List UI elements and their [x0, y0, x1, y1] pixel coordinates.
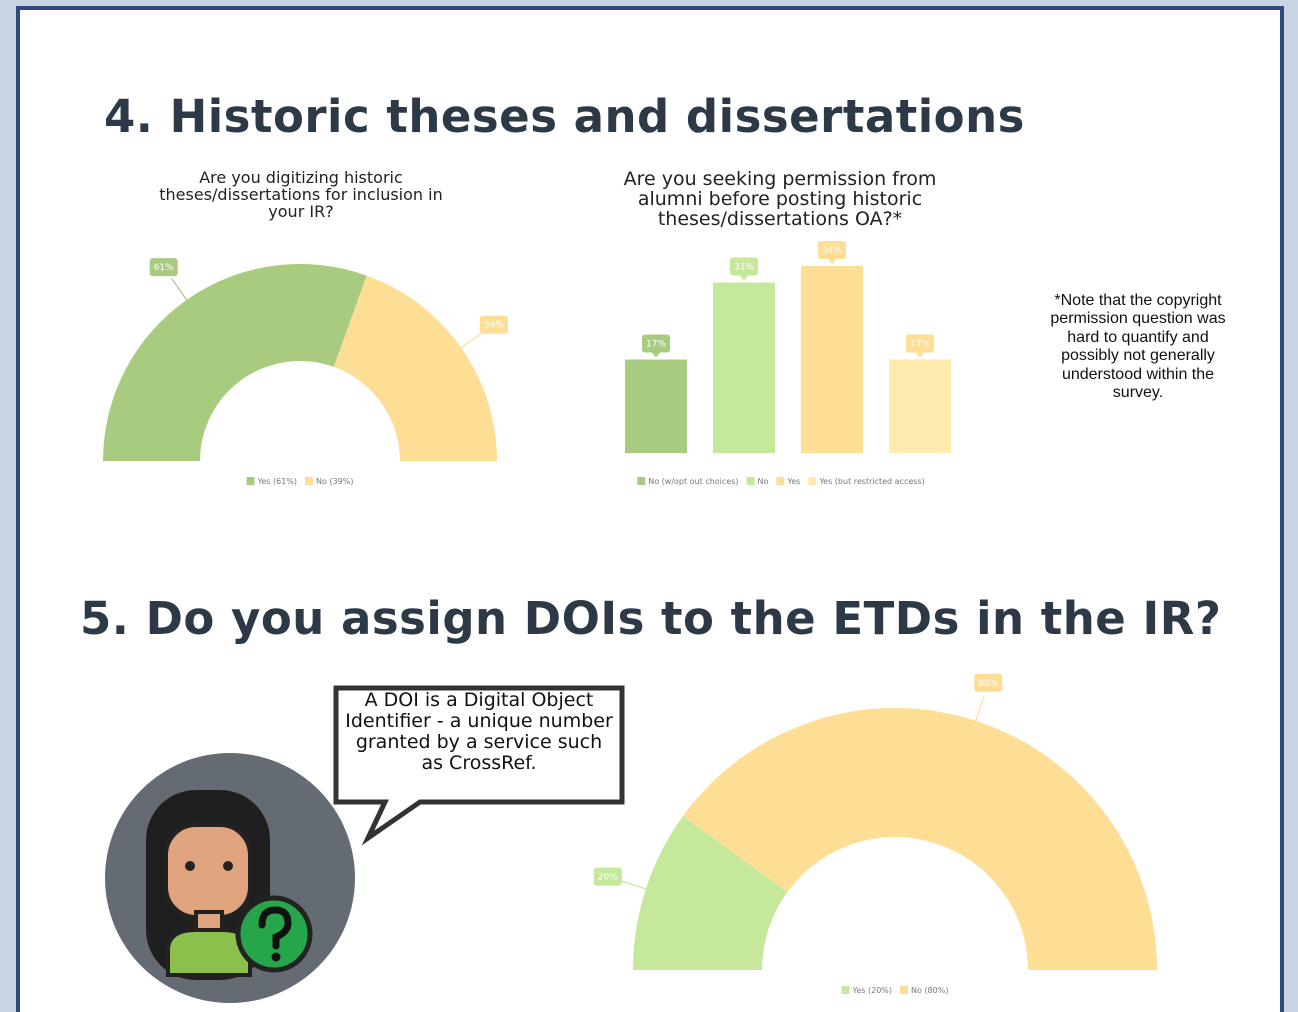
legend: No (w/opt out choices) No Yes Yes (but rest… — [637, 477, 925, 486]
legend-label: Yes (but restricted access) — [818, 477, 924, 486]
data-label-tag — [730, 257, 758, 276]
label-pointer — [652, 352, 660, 358]
data-label-tag — [593, 867, 622, 886]
donut-segment — [633, 816, 788, 970]
legend-swatch — [746, 477, 755, 485]
bar — [889, 359, 951, 453]
section-heading: 5. Do you assign DOIs to the ETDs in the… — [80, 592, 1222, 645]
note: *Note that the copyright permission ques… — [1050, 292, 1226, 401]
leader-line — [457, 332, 483, 351]
callout-text: A DOI is a Digital Object Identifier - a… — [345, 689, 613, 774]
legend-label: No (39%) — [316, 477, 353, 486]
bar — [801, 266, 863, 453]
leader-line — [620, 880, 650, 891]
legend-label: No (w/opt out choices) — [648, 477, 738, 486]
legend: Yes (20%) No (80%) — [841, 986, 948, 995]
label-pointer — [740, 275, 748, 281]
data-label: 20% — [598, 873, 618, 883]
data-label-tag — [974, 673, 1003, 692]
data-label: 31% — [734, 263, 754, 273]
legend-swatch — [776, 477, 785, 485]
person-icon — [105, 753, 355, 1003]
bar — [625, 359, 687, 453]
legend-swatch — [246, 477, 255, 485]
label-pointer — [916, 352, 924, 358]
data-label: 34% — [822, 246, 842, 256]
label-pointer — [828, 259, 836, 264]
data-label-tag — [479, 315, 508, 334]
bar — [713, 282, 775, 453]
data-label: 80% — [978, 679, 998, 689]
legend: Yes (61%) No (39%) — [246, 477, 353, 486]
leader-line — [171, 278, 190, 304]
legend-label: Yes (61%) — [257, 477, 297, 486]
callout-bubble — [333, 685, 625, 846]
data-label-tag — [906, 334, 934, 353]
donut-segment — [333, 275, 497, 461]
data-label: 17% — [910, 340, 930, 350]
donut-segment — [103, 263, 367, 461]
legend-swatch — [305, 477, 314, 485]
legend-label: No — [758, 477, 769, 486]
data-label-tag — [818, 241, 846, 259]
legend-label: Yes (20%) — [852, 986, 892, 995]
section-heading: 4. Historic theses and dissertations — [104, 90, 1025, 143]
data-label: 61% — [154, 263, 174, 273]
legend-label: No (80%) — [911, 986, 948, 995]
legend-swatch — [808, 477, 817, 485]
data-label: 17% — [646, 340, 666, 350]
leader-line — [974, 695, 985, 725]
legend-label: Yes — [786, 477, 800, 486]
data-label-tag — [149, 258, 178, 277]
legend-swatch — [900, 986, 909, 994]
data-label-tag — [642, 334, 670, 353]
chart-title: Are you seeking permission from alumni b… — [623, 168, 937, 230]
chart-title: Are you digitizing historic theses/disse… — [159, 168, 443, 221]
legend-swatch — [637, 477, 646, 485]
donut-segment — [683, 708, 1157, 970]
legend-swatch — [841, 986, 850, 994]
data-label: 39% — [484, 321, 504, 331]
